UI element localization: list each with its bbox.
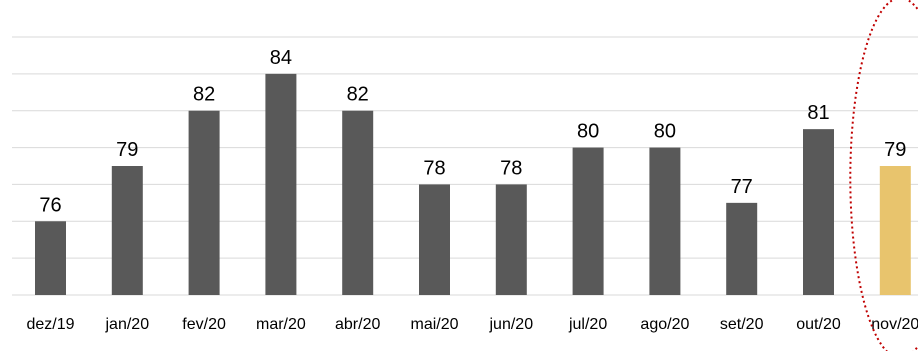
data-label: 79 xyxy=(884,139,906,161)
bar-fev-20 xyxy=(188,110,220,295)
data-label: 77 xyxy=(731,176,753,198)
x-tick-label: jun/20 xyxy=(489,316,534,333)
x-tick-label: fev/20 xyxy=(182,316,226,333)
data-label: 81 xyxy=(807,102,829,124)
bar-set-20 xyxy=(726,202,758,295)
x-tick-label: jul/20 xyxy=(568,316,607,333)
bar-mar-20 xyxy=(265,73,297,295)
highlight-ellipse xyxy=(849,0,918,351)
data-label: 79 xyxy=(116,139,138,161)
bar-mai-20 xyxy=(419,184,450,295)
bar-dez-19 xyxy=(35,221,66,295)
data-label: 76 xyxy=(39,194,61,216)
x-tick-label: nov/20 xyxy=(871,316,918,333)
bar-jul-20 xyxy=(572,147,604,295)
x-tick-label: jan/20 xyxy=(105,316,150,333)
bar-abr-20 xyxy=(342,110,374,295)
data-label: 84 xyxy=(270,47,292,69)
data-label: 82 xyxy=(193,84,215,106)
gridlines xyxy=(12,36,918,296)
data-label: 82 xyxy=(347,84,369,106)
bar-jun-20 xyxy=(495,184,527,295)
data-label: 78 xyxy=(423,157,445,179)
bar-nov-20 xyxy=(879,166,911,295)
bar-jan-20 xyxy=(111,166,143,295)
x-tick-label: ago/20 xyxy=(640,316,689,333)
bar-out-20 xyxy=(803,129,834,295)
data-labels: 76 79 82 84 82 78 78 80 80 77 81 79 xyxy=(39,47,906,216)
x-axis-tick-labels: dez/19 jan/20 fev/20 mar/20 abr/20 mai/20 jun/… xyxy=(26,316,918,333)
data-label: 78 xyxy=(500,157,522,179)
x-tick-label: mai/20 xyxy=(410,316,458,333)
x-tick-label: dez/19 xyxy=(26,316,74,333)
data-label: 80 xyxy=(654,121,676,143)
x-tick-label: abr/20 xyxy=(335,316,380,333)
x-tick-label: set/20 xyxy=(720,316,764,333)
bars xyxy=(35,73,911,295)
x-tick-label: out/20 xyxy=(796,316,841,333)
data-label: 80 xyxy=(577,121,599,143)
x-tick-label: mar/20 xyxy=(256,316,306,333)
bar-ago-20 xyxy=(649,147,681,295)
